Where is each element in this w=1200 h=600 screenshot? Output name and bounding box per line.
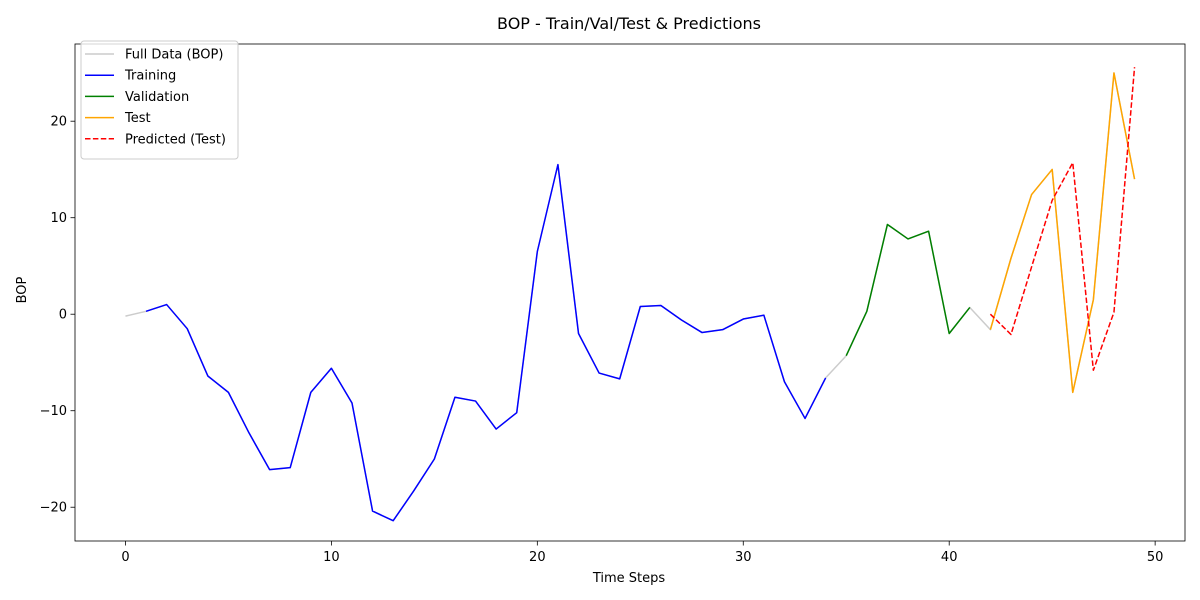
series-line-2: [845, 223, 971, 357]
legend-box: [80, 40, 239, 160]
legend: Full Data (BOP) Training Validation Test Pre…: [80, 40, 239, 160]
axes: 0 10 20 30 40 50 −20 −10 0 10 20: [40, 43, 1186, 565]
chart-title: BOP - Train/Val/Test & Predictions: [497, 14, 761, 33]
x-tick-label: 40: [941, 550, 958, 565]
y-tick-label: 0: [59, 308, 67, 323]
x-tick-label: 30: [735, 550, 752, 565]
y-tick-label: 20: [50, 115, 67, 130]
legend-entry-label: Full Data (BOP): [125, 48, 223, 63]
series-line-3: [989, 72, 1136, 394]
plot-area: [125, 67, 1136, 522]
y-tick-label: −20: [40, 501, 67, 516]
y-tick-label: −10: [40, 404, 67, 419]
x-tick-label: 20: [529, 550, 546, 565]
legend-entry-label: Predicted (Test): [125, 132, 226, 147]
x-tick-label: 10: [323, 550, 340, 565]
y-tick-label: 10: [50, 211, 67, 226]
legend-entry-label: Training: [124, 69, 176, 84]
legend-entry-label: Test: [124, 111, 151, 126]
legend-entry-label: Validation: [125, 90, 189, 105]
series-line-4: [989, 67, 1136, 371]
axes-frame: [74, 43, 1186, 542]
x-tick-label: 0: [121, 550, 129, 565]
y-axis-label: BOP: [15, 276, 30, 303]
series-line-1: [145, 163, 827, 522]
x-tick-label: 50: [1147, 550, 1164, 565]
x-axis-label: Time Steps: [592, 571, 666, 586]
